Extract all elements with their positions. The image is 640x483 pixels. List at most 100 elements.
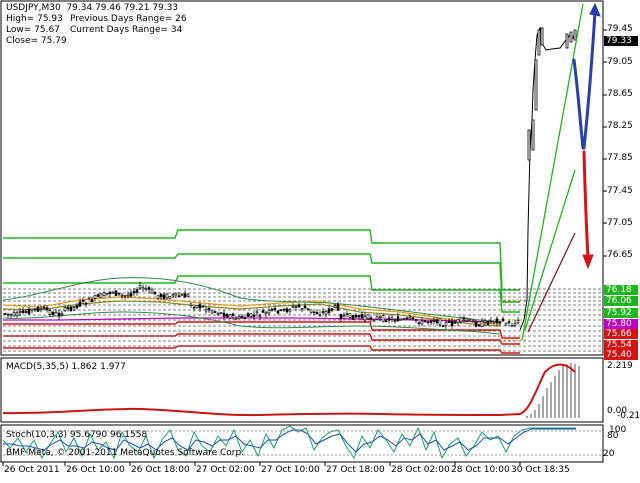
candle-body bbox=[30, 308, 34, 311]
spike-candle-body bbox=[531, 119, 535, 151]
candle-body bbox=[465, 320, 469, 322]
candle-body bbox=[126, 294, 130, 297]
symbol-info: USDJPY,M30 79.34 79.46 79.21 79.33 bbox=[6, 3, 178, 14]
candle-body bbox=[108, 291, 112, 295]
price-tick: 79.45 bbox=[607, 24, 633, 34]
candle-body bbox=[183, 293, 187, 298]
candle-body bbox=[288, 309, 292, 312]
candle-body bbox=[309, 309, 313, 313]
candle-body bbox=[351, 315, 355, 321]
candle-body bbox=[174, 292, 178, 296]
candle-body bbox=[51, 311, 55, 315]
macd-bar bbox=[574, 364, 576, 418]
spike-candle-body bbox=[573, 29, 577, 41]
candle-body bbox=[210, 310, 214, 314]
candle-body bbox=[459, 317, 463, 322]
candle-body bbox=[213, 311, 217, 313]
candle-body bbox=[21, 310, 25, 314]
price-tick: 76.65 bbox=[607, 250, 633, 260]
candle-body bbox=[261, 310, 265, 313]
spike-candle-body bbox=[569, 31, 573, 43]
candle-body bbox=[81, 300, 85, 302]
candle-body bbox=[435, 319, 439, 324]
candle-body bbox=[342, 315, 346, 318]
candle-body bbox=[417, 322, 421, 325]
candle-body bbox=[348, 313, 352, 318]
candle-body bbox=[510, 325, 514, 327]
candle-body bbox=[15, 312, 19, 317]
candle-body bbox=[192, 306, 196, 309]
curr-range-label: Current Days Range= 34 bbox=[70, 25, 183, 35]
candle-body bbox=[432, 320, 436, 322]
candle-body bbox=[336, 304, 340, 311]
low-label: Low= 75.67 bbox=[6, 25, 60, 35]
candle-body bbox=[54, 311, 58, 314]
current-price-tag: 79.33 bbox=[604, 36, 638, 46]
candle-body bbox=[66, 307, 70, 309]
high-label: High= 75.93 bbox=[6, 14, 63, 24]
stoch-label: Stoch(10,3,3) 95.6790 96.1558 bbox=[6, 430, 148, 440]
green-resistance-levels bbox=[3, 229, 520, 313]
candle-body bbox=[39, 308, 43, 311]
candle-body bbox=[150, 289, 154, 294]
prev-range-label: Previous Days Range= 26 bbox=[70, 14, 187, 24]
candle-body bbox=[444, 322, 448, 326]
stoch-tick: 100 bbox=[609, 425, 627, 435]
spike-candle-body bbox=[540, 27, 544, 46]
candle-body bbox=[366, 314, 370, 320]
price-tick: 77.05 bbox=[607, 218, 633, 228]
candle-body bbox=[123, 295, 127, 297]
time-label: 28 Oct 10:00 bbox=[451, 465, 510, 475]
macd-pane[interactable] bbox=[0, 357, 604, 423]
macd-bar bbox=[546, 388, 548, 418]
candle-body bbox=[69, 306, 73, 312]
level-tag: 76.18 bbox=[604, 285, 638, 295]
candle-body bbox=[129, 292, 133, 297]
candle-body bbox=[456, 319, 460, 324]
candle-body bbox=[84, 302, 88, 305]
macd-tick: 2.219 bbox=[607, 361, 633, 371]
candle-body bbox=[279, 309, 283, 312]
candle-body bbox=[429, 321, 433, 323]
candle-body bbox=[294, 306, 298, 309]
candle-body bbox=[321, 311, 325, 313]
candle-body bbox=[333, 305, 337, 308]
candle-body bbox=[168, 296, 172, 299]
candle-body bbox=[399, 318, 403, 321]
candle-body bbox=[159, 293, 163, 298]
candle-body bbox=[324, 311, 328, 315]
macd-tick: 0.00 bbox=[607, 406, 628, 416]
candle-body bbox=[12, 312, 16, 317]
candle-body bbox=[504, 323, 508, 326]
macd-bar bbox=[526, 416, 528, 418]
spike-candle-body bbox=[537, 29, 541, 56]
candle-body bbox=[297, 304, 301, 308]
forecast-arrows bbox=[572, 2, 601, 270]
candle-body bbox=[177, 295, 181, 298]
candle-body bbox=[450, 320, 454, 326]
candle-body bbox=[27, 308, 31, 315]
candle-body bbox=[57, 312, 61, 317]
candle-body bbox=[171, 294, 175, 297]
close-label: Close= 75.79 bbox=[6, 36, 67, 46]
candle-body bbox=[204, 308, 208, 312]
candle-body bbox=[339, 314, 343, 319]
candle-body bbox=[189, 303, 193, 306]
candle-body bbox=[378, 316, 382, 319]
time-label: 27 Oct 18:00 bbox=[326, 465, 385, 475]
candle-body bbox=[393, 320, 397, 323]
candle-body bbox=[330, 308, 334, 311]
level-tag: 75.40 bbox=[604, 350, 638, 360]
candle-body bbox=[222, 312, 226, 317]
time-axis-ticks bbox=[2, 462, 521, 466]
candle-body bbox=[111, 291, 115, 294]
candle-body bbox=[3, 313, 7, 315]
candle-body bbox=[96, 294, 100, 297]
price-candles bbox=[3, 281, 520, 330]
candle-body bbox=[249, 313, 253, 318]
candle-body bbox=[273, 308, 277, 311]
spike-candle-body bbox=[534, 59, 538, 111]
macd-bar bbox=[558, 370, 560, 418]
candle-body bbox=[24, 311, 28, 313]
